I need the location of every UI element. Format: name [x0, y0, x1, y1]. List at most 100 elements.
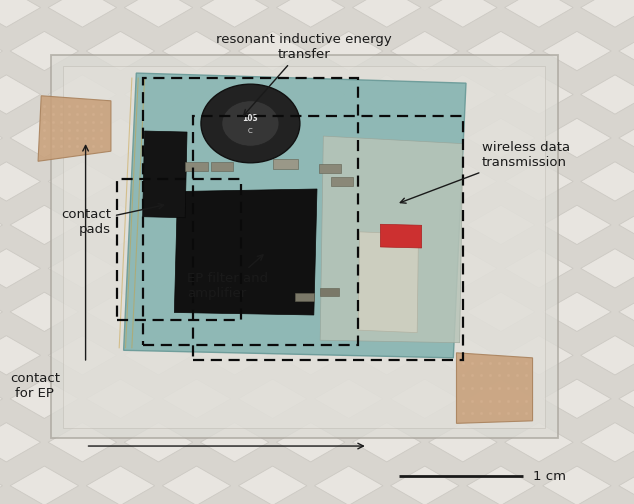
Polygon shape: [86, 205, 155, 244]
Polygon shape: [581, 162, 634, 201]
Polygon shape: [276, 0, 345, 27]
Polygon shape: [380, 224, 422, 248]
Polygon shape: [0, 31, 3, 71]
Polygon shape: [0, 205, 3, 244]
Text: C: C: [248, 128, 253, 134]
Polygon shape: [314, 31, 383, 71]
Polygon shape: [86, 466, 155, 504]
Text: contact
for EP: contact for EP: [10, 371, 60, 400]
Polygon shape: [429, 336, 497, 375]
Polygon shape: [353, 336, 421, 375]
Polygon shape: [391, 466, 459, 504]
Polygon shape: [581, 75, 634, 114]
Polygon shape: [314, 118, 383, 158]
Text: resonant inductive energy
transfer: resonant inductive energy transfer: [216, 33, 392, 115]
Polygon shape: [276, 162, 345, 201]
Polygon shape: [429, 162, 497, 201]
Polygon shape: [238, 466, 307, 504]
Polygon shape: [332, 177, 354, 186]
Polygon shape: [543, 31, 611, 71]
Polygon shape: [63, 66, 545, 428]
Polygon shape: [124, 249, 193, 288]
Polygon shape: [185, 162, 208, 171]
Polygon shape: [10, 31, 79, 71]
Polygon shape: [162, 118, 231, 158]
Polygon shape: [238, 205, 307, 244]
Polygon shape: [543, 379, 611, 418]
Polygon shape: [86, 118, 155, 158]
Polygon shape: [10, 379, 79, 418]
Polygon shape: [320, 136, 463, 343]
Polygon shape: [10, 466, 79, 504]
Polygon shape: [505, 162, 573, 201]
Polygon shape: [48, 0, 117, 27]
Text: wireless data
transmission: wireless data transmission: [400, 141, 570, 203]
Polygon shape: [124, 162, 193, 201]
Polygon shape: [276, 75, 345, 114]
Polygon shape: [48, 336, 117, 375]
Polygon shape: [276, 249, 345, 288]
Polygon shape: [276, 422, 345, 462]
Polygon shape: [48, 422, 117, 462]
Polygon shape: [238, 292, 307, 332]
Polygon shape: [162, 466, 231, 504]
Polygon shape: [353, 422, 421, 462]
Polygon shape: [353, 75, 421, 114]
Polygon shape: [619, 292, 634, 332]
Polygon shape: [467, 31, 535, 71]
Polygon shape: [48, 249, 117, 288]
Polygon shape: [162, 205, 231, 244]
Polygon shape: [353, 249, 421, 288]
Polygon shape: [86, 292, 155, 332]
Polygon shape: [456, 353, 533, 423]
Polygon shape: [124, 336, 193, 375]
Polygon shape: [391, 205, 459, 244]
Polygon shape: [314, 292, 383, 332]
Polygon shape: [200, 162, 269, 201]
Polygon shape: [200, 0, 269, 27]
Polygon shape: [238, 118, 307, 158]
Text: 103: 103: [243, 114, 258, 123]
Polygon shape: [238, 379, 307, 418]
Polygon shape: [48, 162, 117, 201]
Polygon shape: [391, 31, 459, 71]
Polygon shape: [319, 164, 341, 173]
Polygon shape: [276, 336, 345, 375]
Polygon shape: [0, 422, 41, 462]
Polygon shape: [124, 73, 466, 358]
Polygon shape: [162, 292, 231, 332]
Text: EP filter and
amplifier: EP filter and amplifier: [187, 255, 268, 300]
Polygon shape: [505, 422, 573, 462]
Polygon shape: [467, 292, 535, 332]
Polygon shape: [391, 379, 459, 418]
Circle shape: [201, 84, 300, 163]
Polygon shape: [619, 205, 634, 244]
Polygon shape: [391, 118, 459, 158]
Polygon shape: [295, 293, 314, 301]
Polygon shape: [619, 31, 634, 71]
Polygon shape: [429, 422, 497, 462]
Polygon shape: [581, 422, 634, 462]
Polygon shape: [143, 131, 187, 218]
Polygon shape: [353, 162, 421, 201]
Polygon shape: [505, 249, 573, 288]
Polygon shape: [86, 379, 155, 418]
Polygon shape: [162, 31, 231, 71]
Polygon shape: [238, 31, 307, 71]
Polygon shape: [86, 31, 155, 71]
Polygon shape: [124, 422, 193, 462]
Polygon shape: [48, 75, 117, 114]
Polygon shape: [0, 0, 41, 27]
Polygon shape: [581, 0, 634, 27]
Polygon shape: [581, 336, 634, 375]
Polygon shape: [619, 466, 634, 504]
Polygon shape: [429, 249, 497, 288]
Polygon shape: [543, 292, 611, 332]
Polygon shape: [429, 75, 497, 114]
Polygon shape: [543, 118, 611, 158]
Text: 1 cm: 1 cm: [533, 470, 566, 483]
Polygon shape: [505, 75, 573, 114]
Polygon shape: [619, 118, 634, 158]
Polygon shape: [353, 0, 421, 27]
Polygon shape: [505, 336, 573, 375]
